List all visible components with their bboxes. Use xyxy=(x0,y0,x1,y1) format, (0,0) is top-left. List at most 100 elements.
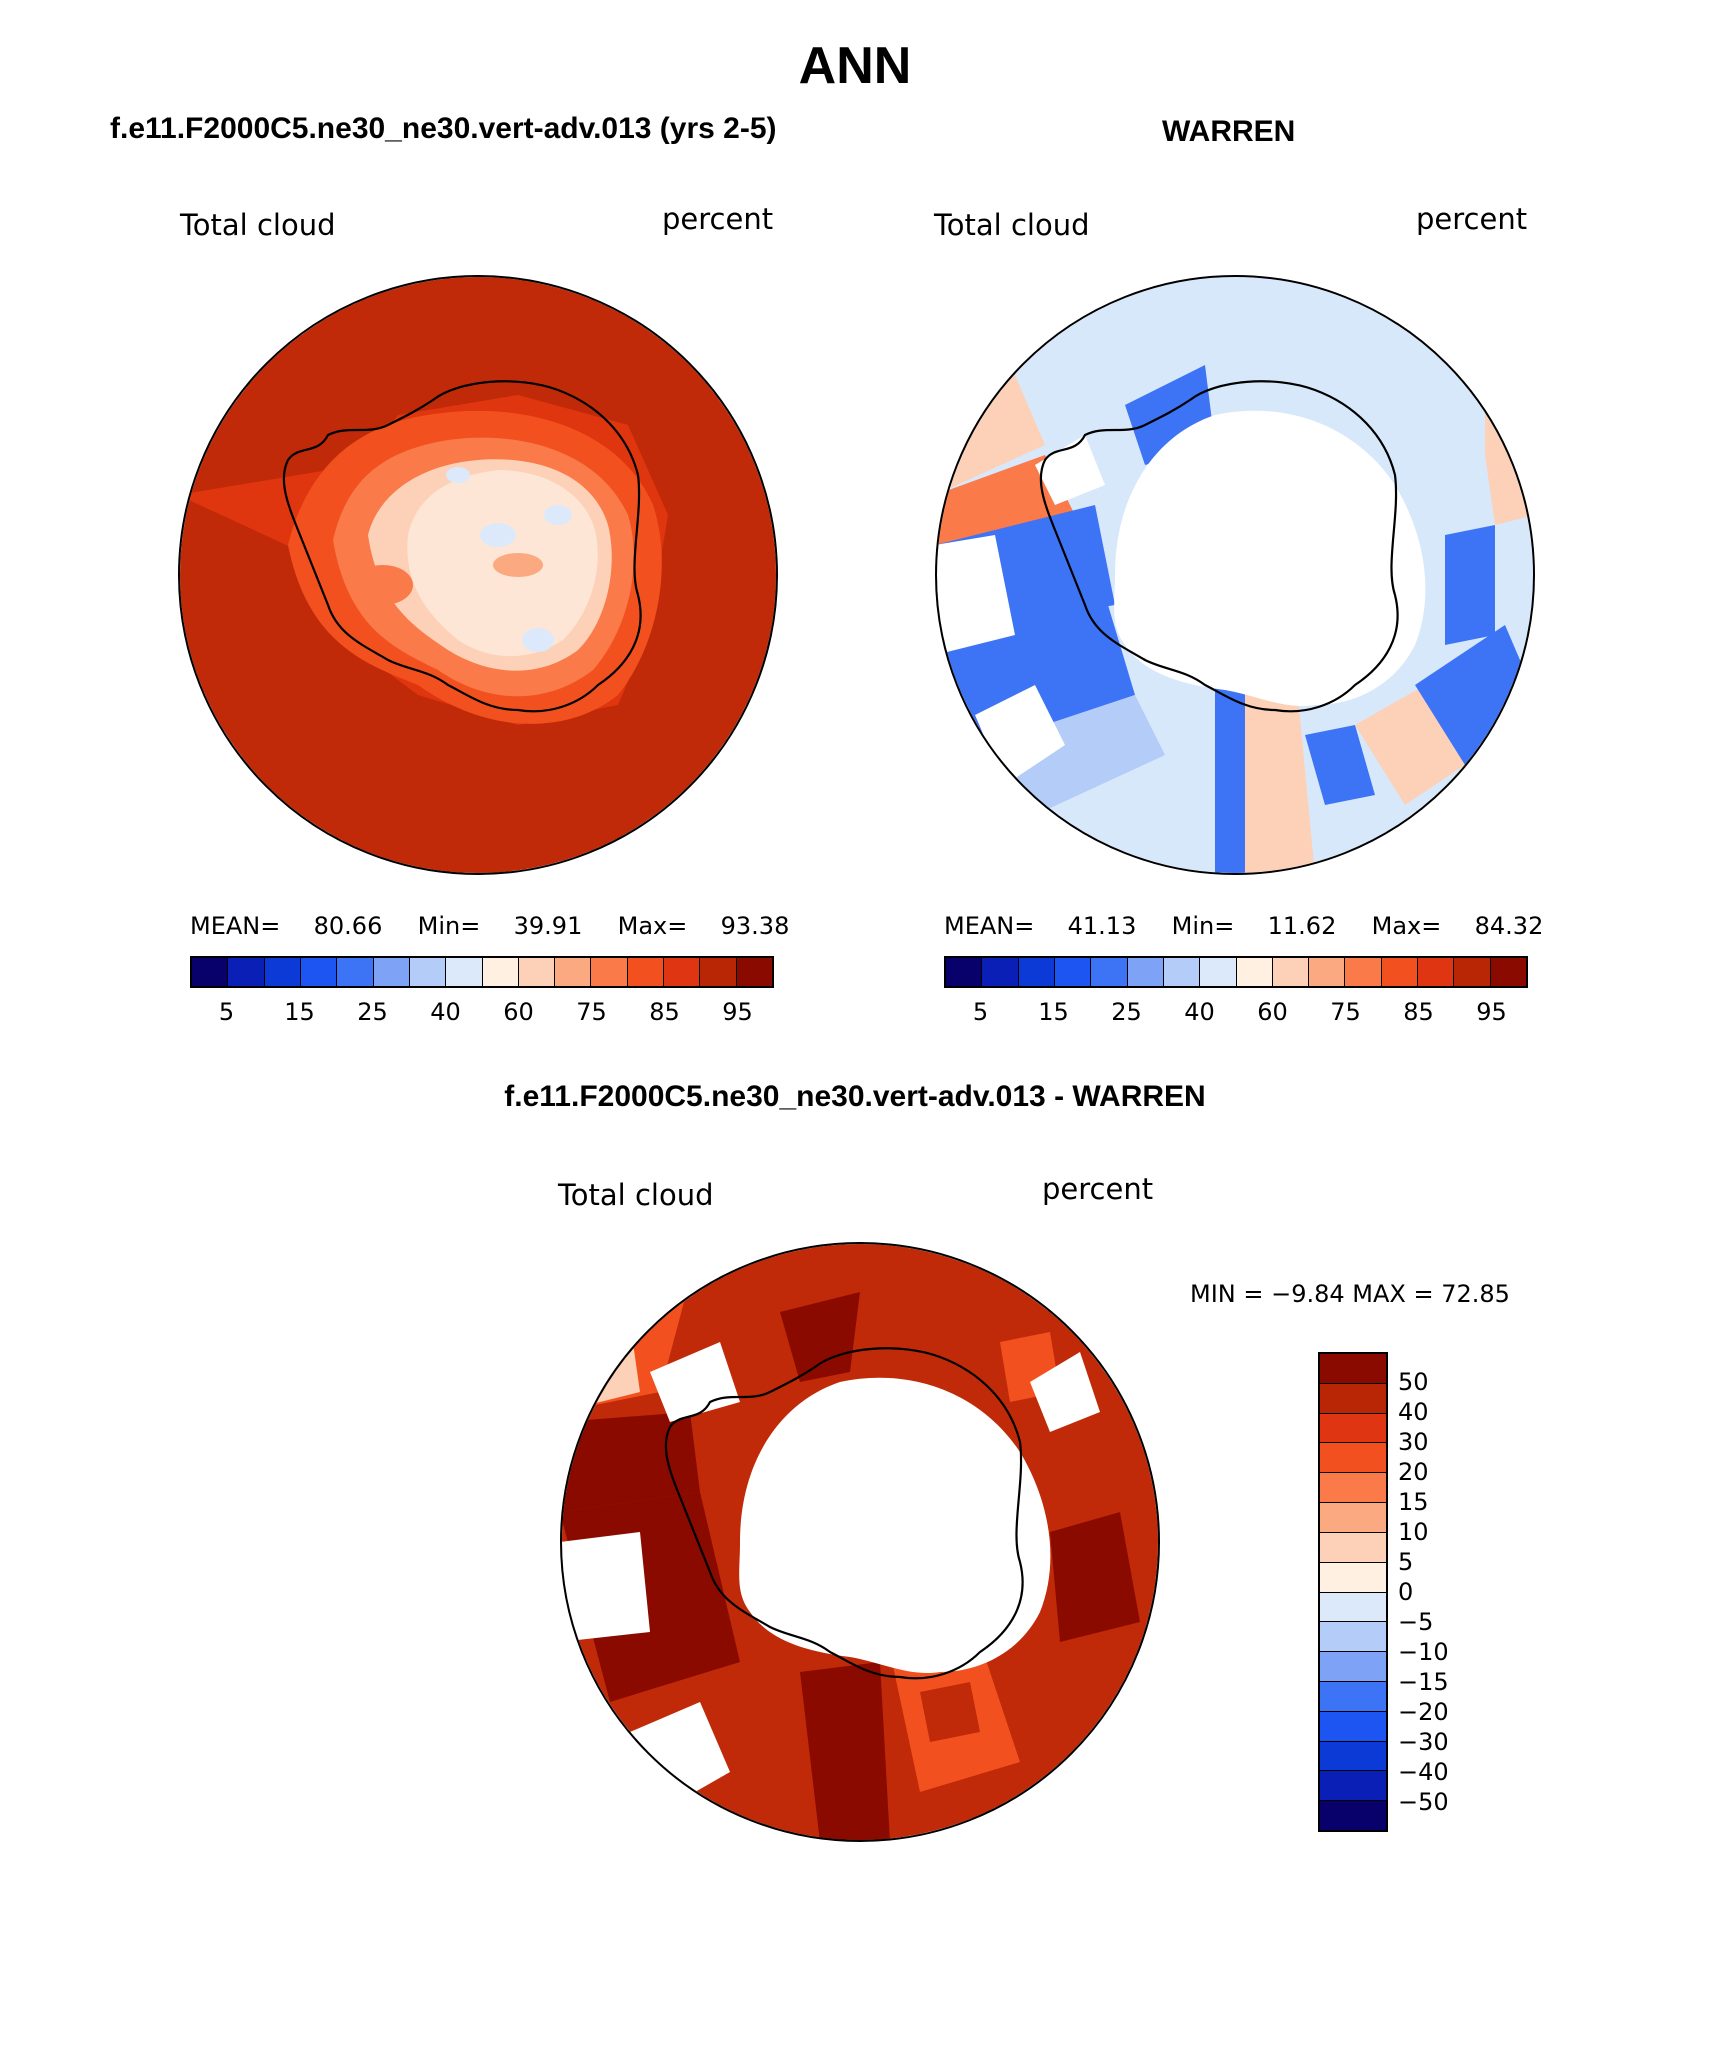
diff-colorbar-tick-label: −50 xyxy=(1398,1788,1449,1816)
diff-colorbar-tick-label: 40 xyxy=(1398,1398,1429,1426)
model-max-value: 93.38 xyxy=(720,912,790,940)
obs-colorbar-tick-label: 60 xyxy=(1257,998,1288,1026)
model-colorbar-tick-label: 5 xyxy=(218,998,235,1026)
model-colorbar-tick-label: 60 xyxy=(503,998,534,1026)
obs-colorbar-tick-label: 5 xyxy=(972,998,989,1026)
model-colorbar-segment xyxy=(373,958,410,986)
obs-colorbar-segment xyxy=(1309,958,1346,986)
diff-units-label: percent xyxy=(1042,1172,1154,1206)
model-colorbar-segment xyxy=(337,958,374,986)
obs-coastline xyxy=(1039,380,1399,713)
obs-colorbar-tick-label: 95 xyxy=(1476,998,1507,1026)
model-colorbar-segment xyxy=(264,958,301,986)
diff-colorbar-segment xyxy=(1320,1532,1386,1563)
obs-colorbar xyxy=(944,956,1528,988)
obs-colorbar-tick-label: 15 xyxy=(1038,998,1069,1026)
diff-colorbar-segment xyxy=(1320,1681,1386,1712)
model-coastline xyxy=(282,380,642,713)
model-mean-value: 80.66 xyxy=(313,912,383,940)
model-colorbar-tick-label: 85 xyxy=(649,998,680,1026)
diff-coastline xyxy=(664,1347,1024,1680)
obs-variable-label: Total cloud xyxy=(934,208,1090,242)
diff-colorbar-tick-label: 10 xyxy=(1398,1518,1429,1546)
page-title: ANN xyxy=(798,37,912,95)
diff-colorbar-segment xyxy=(1320,1771,1386,1802)
obs-min-label: Min= xyxy=(1171,912,1235,940)
model-colorbar-tick-label: 40 xyxy=(430,998,461,1026)
obs-mean-value: 41.13 xyxy=(1067,912,1137,940)
model-units-label: percent xyxy=(662,202,774,236)
model-colorbar-segment xyxy=(409,958,447,986)
diff-case-title: f.e11.F2000C5.ne30_ne30.vert-adv.013 - W… xyxy=(504,1080,1206,1113)
model-mean-label: MEAN= xyxy=(190,912,281,940)
diff-colorbar-segment xyxy=(1320,1801,1386,1830)
model-colorbar-segment xyxy=(192,958,229,986)
obs-max-value: 84.32 xyxy=(1474,912,1544,940)
diff-colorbar-tick-label: 0 xyxy=(1398,1578,1414,1606)
diff-colorbar-tick-label: 30 xyxy=(1398,1428,1429,1456)
model-colorbar xyxy=(190,956,774,988)
obs-colorbar-segment xyxy=(1127,958,1164,986)
obs-antarctica-field xyxy=(1114,410,1426,707)
obs-colorbar-segment xyxy=(1345,958,1382,986)
model-map-border xyxy=(178,275,778,875)
diff-colorbar-segment xyxy=(1320,1443,1386,1474)
diff-colorbar-segment xyxy=(1320,1592,1386,1623)
model-colorbar-tick-label: 75 xyxy=(576,998,607,1026)
obs-units-label: percent xyxy=(1416,202,1528,236)
obs-colorbar-segment xyxy=(1163,958,1201,986)
obs-map-border xyxy=(935,275,1535,875)
model-min-label: Min= xyxy=(417,912,481,940)
diff-colorbar-tick-label: −40 xyxy=(1398,1758,1449,1786)
obs-case-title: WARREN xyxy=(1162,115,1296,148)
obs-polar-map xyxy=(935,275,1535,875)
obs-colorbar-tick-label: 40 xyxy=(1184,998,1215,1026)
obs-max-label: Max= xyxy=(1371,912,1442,940)
diff-colorbar-segment xyxy=(1320,1473,1386,1504)
obs-colorbar-segment xyxy=(1236,958,1273,986)
model-colorbar-segment xyxy=(446,958,483,986)
obs-colorbar-segment xyxy=(982,958,1019,986)
obs-colorbar-segment xyxy=(1091,958,1128,986)
diff-colorbar-segment xyxy=(1320,1622,1386,1653)
diff-colorbar-segment xyxy=(1320,1652,1386,1682)
obs-colorbar-tick-label: 25 xyxy=(1111,998,1142,1026)
obs-min-value: 11.62 xyxy=(1267,912,1337,940)
diff-colorbar-tick-label: 20 xyxy=(1398,1458,1429,1486)
obs-colorbar-segment xyxy=(1418,958,1455,986)
model-colorbar-segment xyxy=(518,958,556,986)
obs-colorbar-segment xyxy=(1200,958,1237,986)
obs-mean-label: MEAN= xyxy=(944,912,1035,940)
model-colorbar-segment xyxy=(700,958,737,986)
obs-colorbar-segment xyxy=(1018,958,1055,986)
obs-colorbar-segment xyxy=(1454,958,1491,986)
diff-colorbar-segment xyxy=(1320,1503,1386,1533)
obs-colorbar-segment xyxy=(946,958,983,986)
diff-map-border xyxy=(560,1242,1160,1842)
diff-antarctica-field xyxy=(739,1377,1051,1674)
diff-colorbar-segment xyxy=(1320,1711,1386,1742)
diff-colorbar-segment xyxy=(1320,1354,1386,1384)
model-colorbar-segment xyxy=(300,958,338,986)
obs-colorbar-segment xyxy=(1381,958,1419,986)
diff-colorbar-segment xyxy=(1320,1413,1386,1444)
obs-colorbar-tick-label: 75 xyxy=(1330,998,1361,1026)
model-colorbar-tick-label: 25 xyxy=(357,998,388,1026)
model-stats: MEAN= 80.66 Min= 39.91 Max= 93.38 xyxy=(190,912,789,940)
diff-polar-map xyxy=(560,1242,1160,1842)
obs-colorbar-ticks: 5 15 25 40 60 75 85 95 xyxy=(944,998,1528,1028)
obs-stats: MEAN= 41.13 Min= 11.62 Max= 84.32 xyxy=(944,912,1543,940)
model-colorbar-segment xyxy=(736,958,772,986)
model-min-value: 39.91 xyxy=(513,912,583,940)
model-polar-map xyxy=(178,275,778,875)
obs-colorbar-segment xyxy=(1054,958,1092,986)
diff-colorbar-tick-label: 15 xyxy=(1398,1488,1429,1516)
model-max-label: Max= xyxy=(617,912,688,940)
diff-colorbar-tick-label: −5 xyxy=(1398,1608,1434,1636)
diff-colorbar-segment xyxy=(1320,1741,1386,1772)
diff-colorbar-tick-label: 5 xyxy=(1398,1548,1414,1576)
diff-colorbar-segment xyxy=(1320,1383,1386,1414)
diff-variable-label: Total cloud xyxy=(558,1178,714,1212)
obs-colorbar-segment xyxy=(1490,958,1526,986)
model-colorbar-segment xyxy=(555,958,592,986)
